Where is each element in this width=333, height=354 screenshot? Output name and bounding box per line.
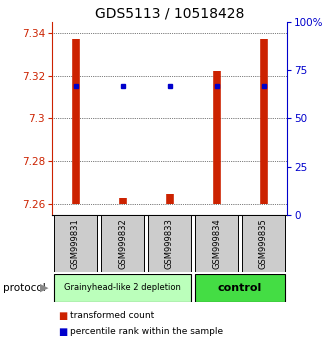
Text: percentile rank within the sample: percentile rank within the sample (70, 327, 223, 337)
Text: GSM999833: GSM999833 (165, 218, 174, 269)
Bar (54, 215, 97, 272)
Text: GSM999832: GSM999832 (118, 218, 127, 269)
Text: GSM999835: GSM999835 (259, 218, 268, 269)
Bar (101, 215, 144, 272)
Text: GSM999834: GSM999834 (212, 218, 221, 269)
Bar (195, 215, 238, 272)
Bar (54, 274, 191, 302)
Text: transformed count: transformed count (70, 312, 154, 320)
Bar (195, 274, 285, 302)
Text: control: control (218, 283, 262, 293)
Title: GDS5113 / 10518428: GDS5113 / 10518428 (95, 7, 244, 21)
Text: GSM999831: GSM999831 (71, 218, 80, 269)
Bar (242, 215, 285, 272)
Text: Grainyhead-like 2 depletion: Grainyhead-like 2 depletion (64, 284, 181, 292)
Text: ▶: ▶ (40, 283, 48, 293)
Text: ■: ■ (58, 327, 67, 337)
Text: protocol: protocol (3, 283, 46, 293)
Text: ■: ■ (58, 311, 67, 321)
Bar (148, 215, 191, 272)
